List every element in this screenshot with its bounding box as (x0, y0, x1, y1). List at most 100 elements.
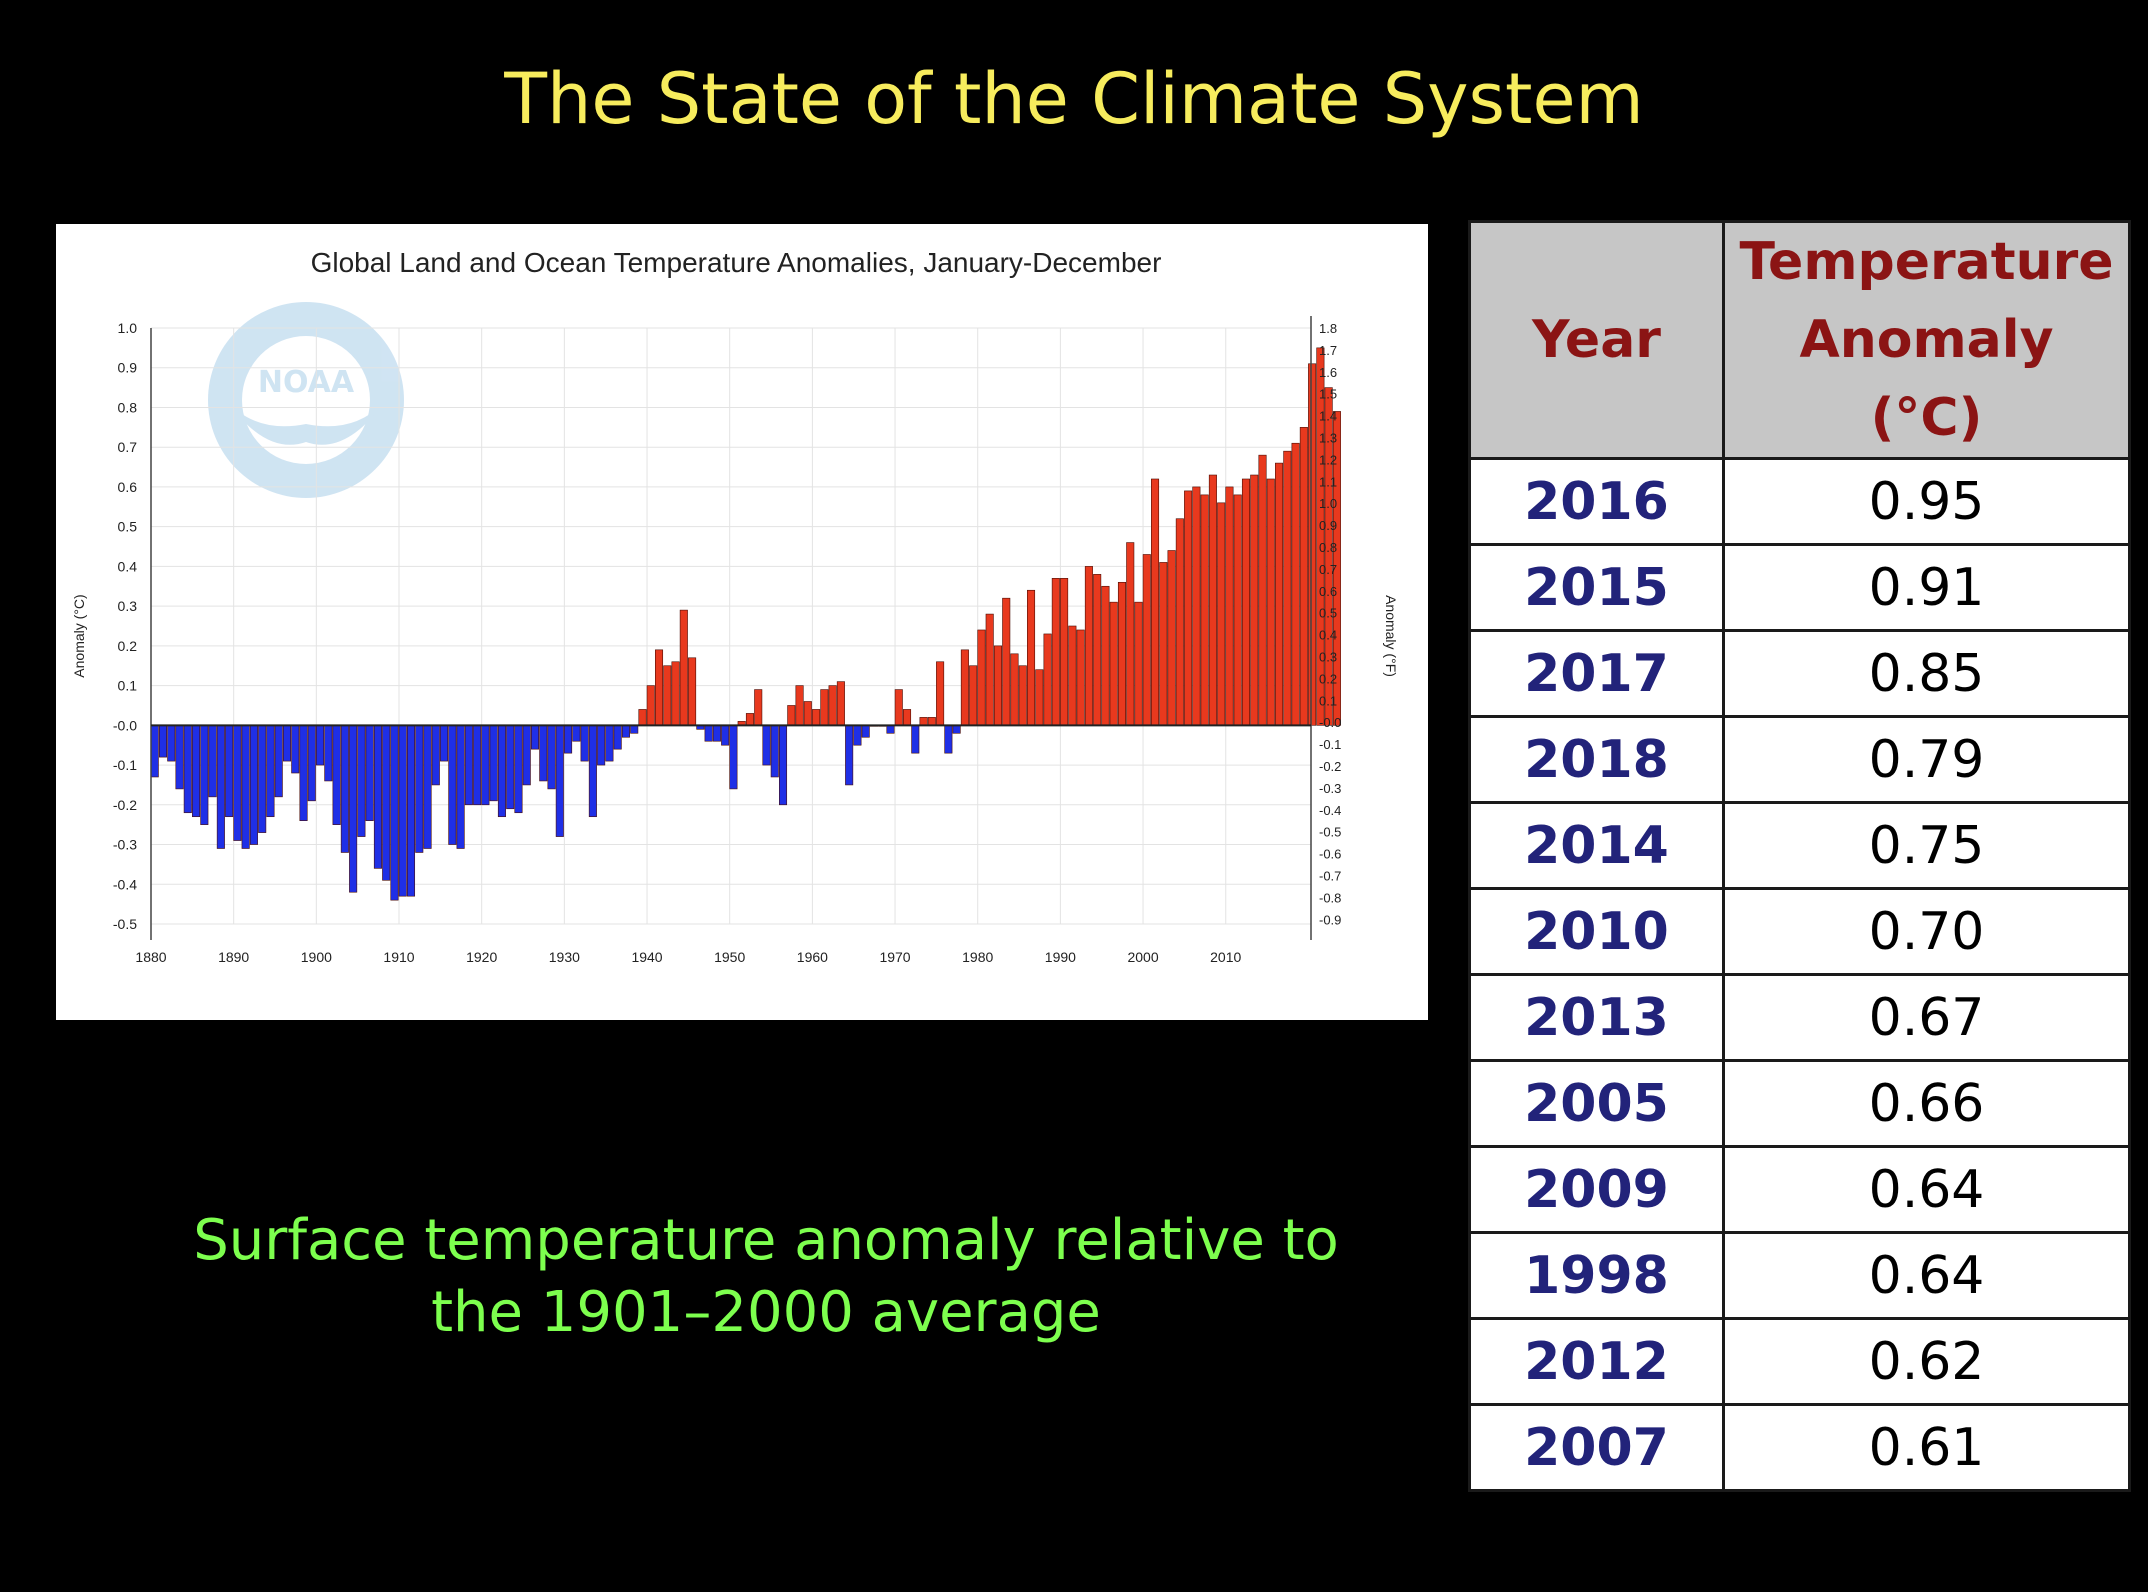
anomaly-cell: 0.85 (1722, 629, 2131, 718)
bar (522, 725, 531, 786)
y-tick-label-right: -0.1 (1319, 737, 1341, 752)
year-cell: 2018 (1468, 715, 1725, 804)
y-tick-label-right: 0.6 (1319, 584, 1337, 599)
bar (1084, 566, 1093, 726)
bar (200, 725, 209, 825)
bar (993, 645, 1002, 726)
bar (969, 665, 978, 726)
x-tick-label: 1970 (879, 949, 910, 965)
bar (911, 725, 920, 754)
table-row: 2015 0.91 (1468, 543, 2131, 632)
bar (373, 725, 382, 869)
y-tick-label-left: 0.5 (118, 519, 138, 535)
y-axis-label-left: Anomaly (°C) (71, 594, 87, 677)
anomaly-cell: 0.64 (1722, 1231, 2131, 1320)
bar (671, 661, 680, 726)
chart-caption: Surface temperature anomaly relative to … (56, 1205, 1476, 1349)
y-tick-label-right: 0.1 (1319, 693, 1337, 708)
bar (944, 725, 953, 754)
bar (481, 725, 490, 806)
bar (654, 649, 664, 726)
y-tick-label-left: 0.9 (118, 360, 138, 376)
x-tick-label: 1990 (1045, 949, 1076, 965)
bar (1018, 665, 1027, 726)
x-tick-label: 1900 (301, 949, 332, 965)
bar (365, 725, 374, 821)
bar (175, 725, 184, 790)
x-tick-label: 1880 (135, 949, 166, 965)
bar (1200, 494, 1209, 726)
bar (836, 681, 845, 726)
y-tick-label-right: 0.8 (1319, 540, 1337, 555)
y-tick-label-left: -0.5 (113, 916, 137, 932)
bar (208, 725, 217, 798)
table-body: 2016 0.95 2015 0.91 2017 0.85 2018 0.79 2014 0.75… (1468, 457, 2131, 1492)
y-tick-label-left: -0.3 (113, 837, 137, 853)
y-tick-label-right: 0.4 (1319, 628, 1337, 643)
bar (390, 725, 399, 901)
bar (1324, 387, 1333, 726)
bar (1275, 462, 1284, 726)
bar (382, 725, 391, 881)
bar (903, 709, 912, 726)
year-cell: 1998 (1468, 1231, 1725, 1320)
y-tick-label-left: 0.6 (118, 479, 138, 495)
bar (1134, 601, 1143, 726)
bar (1175, 518, 1184, 726)
bar (762, 725, 771, 766)
bar (299, 725, 308, 821)
table-row: 2010 0.70 (1468, 887, 2131, 976)
bar (258, 725, 267, 833)
bar (1068, 625, 1077, 726)
bar (266, 725, 275, 818)
bar (158, 725, 168, 758)
x-tick-label: 2000 (1127, 949, 1158, 965)
y-tick-label-right: -0.9 (1319, 912, 1341, 927)
bar (167, 725, 176, 762)
anomaly-cell: 0.62 (1722, 1317, 2131, 1406)
year-cell: 2005 (1468, 1059, 1725, 1148)
bar (340, 725, 349, 853)
chart-title: Global Land and Ocean Temperature Anomal… (311, 247, 1162, 278)
bar (398, 725, 407, 897)
bar (1167, 550, 1176, 726)
y-tick-label-right: -0.7 (1319, 869, 1341, 884)
bar (332, 725, 341, 825)
bar (1283, 450, 1292, 726)
y-tick-label-right: 0.7 (1319, 562, 1337, 577)
bar (150, 725, 159, 778)
y-tick-label-left: -0.2 (113, 797, 137, 813)
bar (770, 725, 779, 778)
y-tick-label-right: 0.9 (1319, 518, 1337, 533)
table-row: 2016 0.95 (1468, 457, 2131, 546)
bar (621, 725, 630, 738)
table-row: 2014 0.75 (1468, 801, 2131, 890)
anomaly-cell: 0.75 (1722, 801, 2131, 890)
bar (1035, 669, 1044, 726)
y-tick-label-right: 1.5 (1319, 387, 1337, 402)
bar (613, 725, 622, 750)
y-tick-label-right: -0.8 (1319, 890, 1341, 905)
y-tick-label-right: -0.4 (1319, 803, 1341, 818)
bar (795, 685, 804, 726)
year-cell: 2014 (1468, 801, 1725, 890)
bar (555, 725, 564, 837)
bar (1159, 562, 1168, 726)
y-tick-label-right: 1.3 (1319, 431, 1337, 446)
bar (547, 725, 556, 790)
y-tick-label-right: 0.3 (1319, 650, 1337, 665)
bar (638, 709, 647, 726)
y-tick-label-right: 1.0 (1319, 496, 1337, 511)
table-header-row: Year Temperature Anomaly (°C) (1468, 220, 2131, 460)
bar (1151, 478, 1160, 726)
bar (754, 689, 763, 726)
anomaly-cell: 0.67 (1722, 973, 2131, 1062)
bar (812, 709, 821, 726)
bar (514, 725, 523, 814)
bar (1316, 347, 1325, 726)
bar (597, 725, 606, 766)
bar (977, 629, 986, 726)
bar (1299, 427, 1308, 726)
bar (1184, 490, 1193, 726)
bar (1225, 486, 1234, 726)
